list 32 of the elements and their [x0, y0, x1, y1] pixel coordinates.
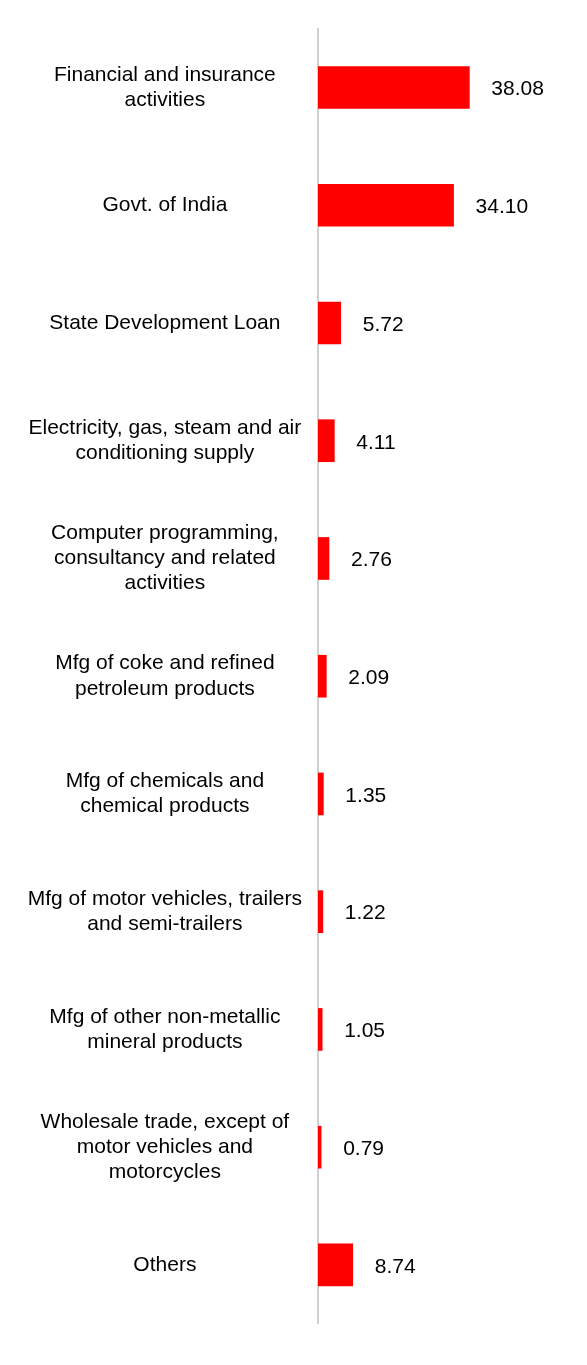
data-label: 38.08	[491, 76, 544, 100]
data-label: 1.22	[344, 900, 386, 924]
y-tick-label: Financial and insurance activities	[53, 61, 276, 110]
data-label: 4.11	[356, 429, 396, 453]
bar	[318, 1008, 323, 1051]
data-label: 0.79	[343, 1135, 385, 1159]
y-tick-label: Electricity, gas, steam and air conditioning supply	[28, 414, 302, 464]
bar	[318, 890, 324, 934]
data-label: 1.05	[344, 1018, 386, 1042]
bar	[318, 537, 330, 580]
y-tick-label: Mfg of motor vehicles, trailers and semi-trailers	[27, 885, 303, 935]
data-label: 5.72	[362, 311, 404, 335]
bar	[318, 1243, 354, 1287]
bar	[318, 183, 454, 227]
bar	[318, 301, 342, 345]
y-tick-label: Others	[133, 1251, 197, 1275]
y-tick-label: Govt. of India	[102, 192, 228, 216]
y-tick-label: Wholesale trade, except of motor vehicles and motorcycles	[40, 1108, 290, 1183]
bar	[318, 66, 470, 109]
data-label: 34.10	[475, 194, 529, 218]
y-tick-label: Mfg of coke and refined petroleum products	[55, 650, 275, 699]
data-label: 8.74	[374, 1253, 416, 1277]
bar	[318, 772, 324, 816]
data-label: 2.76	[350, 547, 392, 571]
y-tick-label: Computer programming, consultancy and related activities	[51, 520, 279, 594]
data-label: 2.09	[348, 665, 390, 688]
y-tick-label: Mfg of other non-metallic mineral products	[49, 1003, 281, 1052]
y-tick-label: Mfg of chemicals and chemical products	[65, 768, 265, 817]
bar	[318, 419, 335, 463]
data-label: 1.35	[345, 782, 387, 806]
y-tick-label: State Development Loan	[49, 309, 281, 333]
bar	[318, 654, 327, 698]
